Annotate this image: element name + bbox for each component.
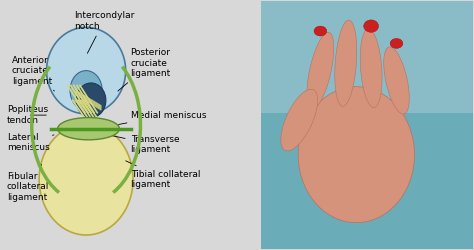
Bar <box>261 2 473 113</box>
Text: Medial meniscus: Medial meniscus <box>118 110 206 124</box>
Ellipse shape <box>281 89 318 151</box>
Text: Lateral
meniscus: Lateral meniscus <box>7 132 54 152</box>
Ellipse shape <box>335 20 357 106</box>
Ellipse shape <box>298 87 414 223</box>
Ellipse shape <box>307 32 334 109</box>
Text: Posterior
cruciate
ligament: Posterior cruciate ligament <box>118 48 171 91</box>
Ellipse shape <box>39 124 133 235</box>
Ellipse shape <box>314 26 327 36</box>
Ellipse shape <box>384 47 409 114</box>
Text: Transverse
ligament: Transverse ligament <box>111 135 179 154</box>
Text: Anterior
cruciate
ligament: Anterior cruciate ligament <box>12 56 55 91</box>
Text: Tibial collateral
ligament: Tibial collateral ligament <box>126 161 200 189</box>
Ellipse shape <box>46 27 126 114</box>
Ellipse shape <box>360 29 382 108</box>
Ellipse shape <box>364 20 379 32</box>
Ellipse shape <box>76 83 106 117</box>
Ellipse shape <box>70 70 102 110</box>
Ellipse shape <box>58 118 119 140</box>
Ellipse shape <box>390 38 403 48</box>
Text: Fibular
collateral
ligament: Fibular collateral ligament <box>7 164 49 202</box>
Text: Popliteus
tendon: Popliteus tendon <box>7 106 48 125</box>
Text: Intercondylar
notch: Intercondylar notch <box>74 12 134 53</box>
